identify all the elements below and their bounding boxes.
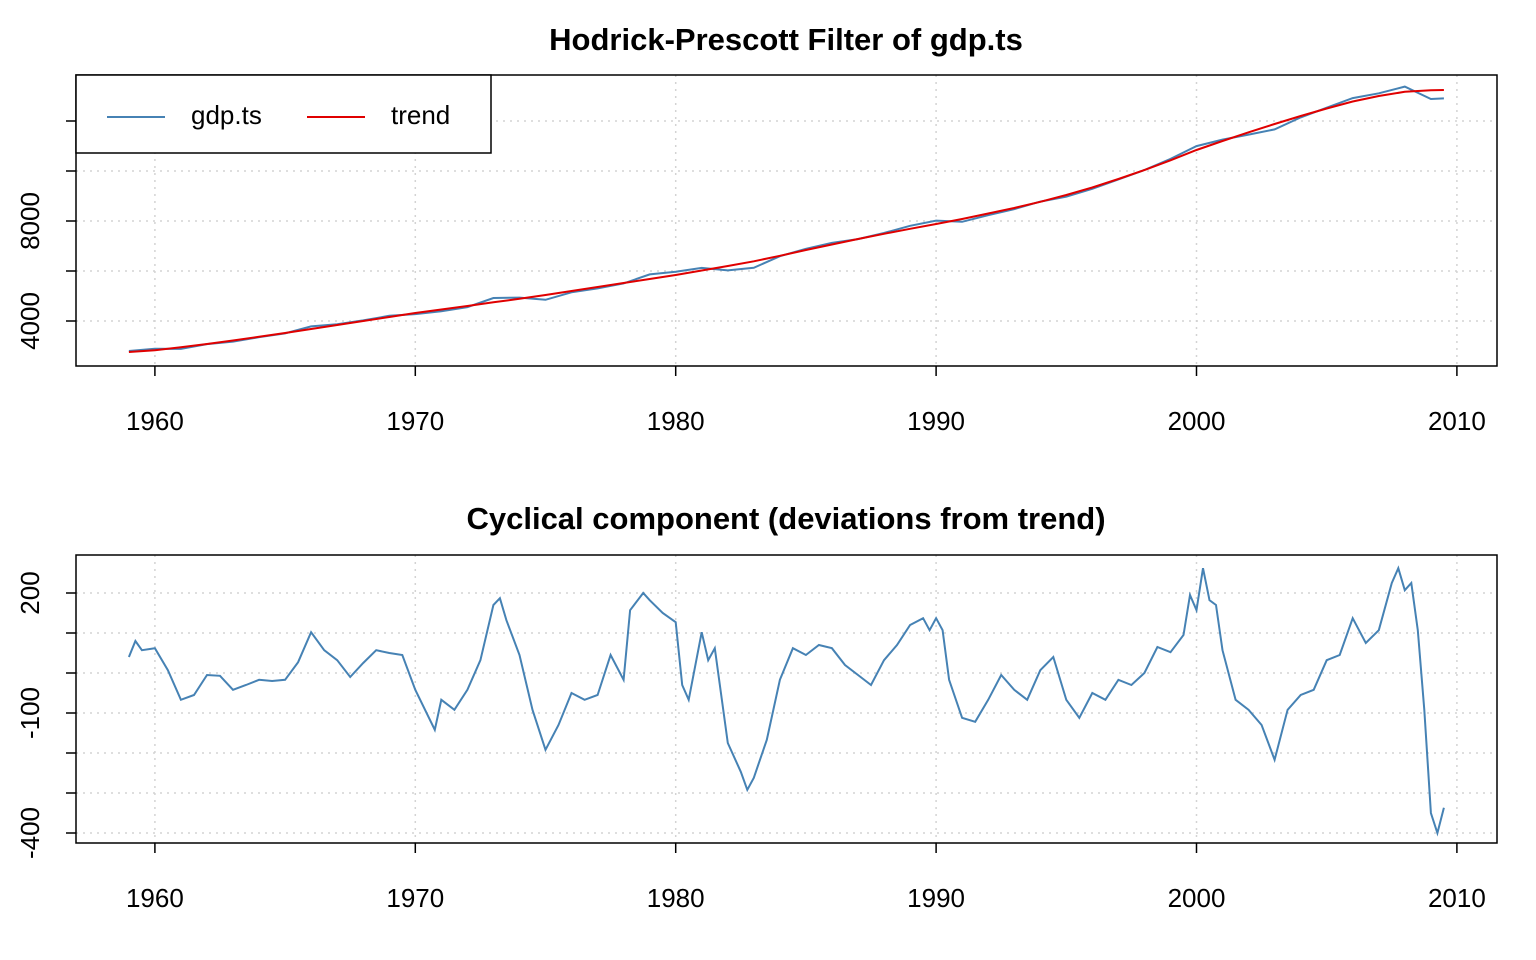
x-tick-label: 2000: [1168, 406, 1226, 436]
x-tick-label: 1960: [126, 883, 184, 913]
chart-title: Hodrick-Prescott Filter of gdp.ts: [549, 22, 1023, 57]
legend-label: gdp.ts: [191, 100, 262, 130]
plot-frame: [75, 554, 1498, 844]
x-tick-label: 1990: [907, 883, 965, 913]
x-tick-label: 1980: [647, 406, 705, 436]
x-tick-label: 1970: [386, 883, 444, 913]
y-tick-label: 4000: [15, 292, 45, 350]
y-tick-label: -400: [15, 807, 45, 859]
y-tick-label: 8000: [15, 192, 45, 250]
y-tick-label: 200: [15, 571, 45, 614]
x-tick-label: 1960: [126, 406, 184, 436]
x-tick-label: 2000: [1168, 883, 1226, 913]
plot-frame: [75, 74, 1498, 367]
x-tick-label: 2010: [1428, 406, 1486, 436]
series-line: [128, 89, 1444, 353]
series-line: [127, 565, 1445, 837]
x-tick-label: 1990: [907, 406, 965, 436]
y-tick-label: -100: [15, 687, 45, 739]
x-tick-label: 1970: [386, 406, 444, 436]
x-tick-label: 2010: [1428, 883, 1486, 913]
x-tick-label: 1980: [647, 883, 705, 913]
legend-box: [75, 74, 492, 154]
legend-label: trend: [391, 100, 450, 130]
chart-title: Cyclical component (deviations from tren…: [466, 501, 1105, 536]
